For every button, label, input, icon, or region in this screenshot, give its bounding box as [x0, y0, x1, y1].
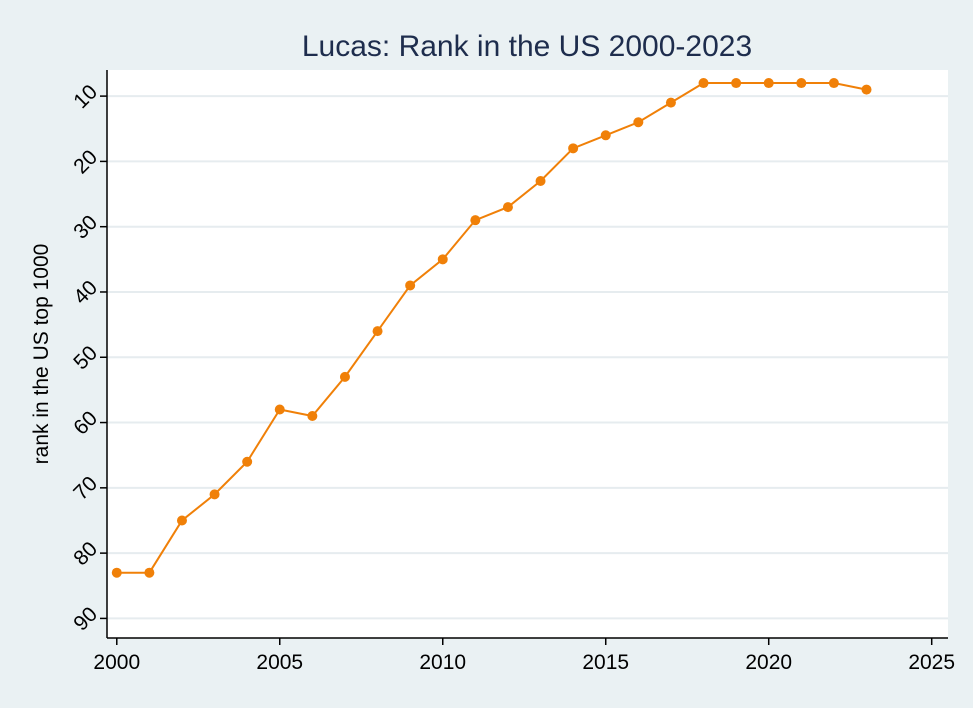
data-point-2009: [405, 280, 416, 291]
series-line-0: [116, 82, 867, 574]
chart-title: Lucas: Rank in the US 2000-2023: [302, 30, 752, 63]
data-point-2005: [274, 404, 285, 415]
data-point-2012: [502, 202, 513, 213]
data-point-2023: [861, 84, 872, 95]
x-tick-label-2020: 2020: [745, 651, 792, 674]
data-point-2017: [665, 97, 676, 108]
data-point-2020: [763, 78, 774, 89]
axes: [100, 70, 948, 645]
data-point-2010: [437, 254, 448, 265]
data-point-2002: [176, 515, 187, 526]
x-tick-label-2010: 2010: [419, 651, 466, 674]
x-tick-label-2000: 2000: [93, 651, 140, 674]
data-point-2001: [144, 567, 155, 578]
data-point-2013: [535, 175, 546, 186]
data-point-2006: [307, 411, 318, 422]
data-point-2004: [242, 456, 253, 467]
gridlines: [107, 95, 948, 620]
x-tick-label-2025: 2025: [908, 651, 955, 674]
x-tick-label-2005: 2005: [256, 651, 303, 674]
data-point-2003: [209, 489, 220, 500]
data-point-2011: [470, 215, 481, 226]
data-point-2000: [111, 567, 122, 578]
data-point-2019: [731, 78, 742, 89]
data-point-2021: [796, 78, 807, 89]
plot-area: [107, 70, 948, 638]
data-point-2018: [698, 78, 709, 89]
data-point-2007: [339, 371, 350, 382]
data-point-2014: [568, 143, 579, 154]
data-series: [111, 78, 872, 578]
data-point-2022: [828, 78, 839, 89]
x-tick-label-2015: 2015: [582, 651, 629, 674]
y-axis-label: rank in the US top 1000: [30, 244, 53, 465]
data-point-2015: [600, 130, 611, 141]
data-point-2008: [372, 326, 383, 337]
data-point-2016: [633, 117, 644, 128]
